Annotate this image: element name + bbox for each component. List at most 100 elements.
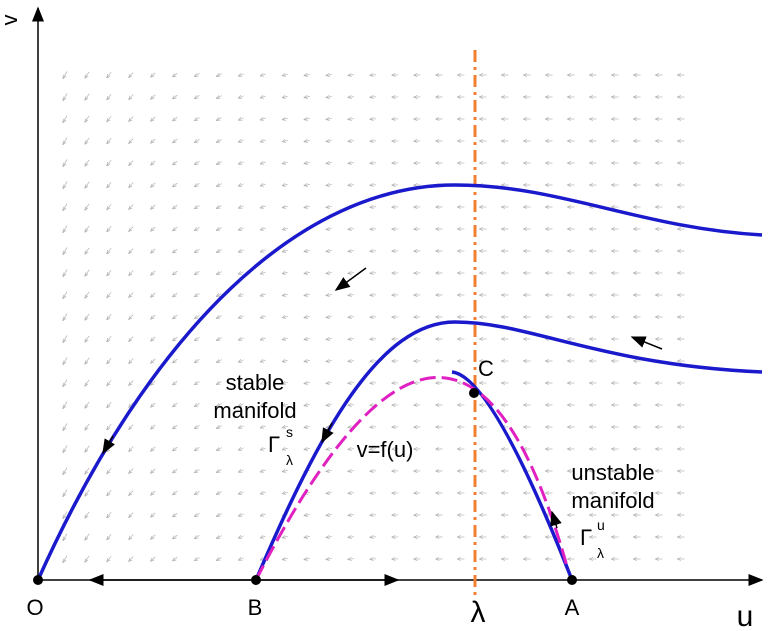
field-arrow	[216, 316, 222, 319]
field-arrow	[238, 404, 244, 406]
flow-arrow	[321, 422, 334, 444]
field-arrow	[107, 401, 112, 408]
field-arrow	[282, 558, 288, 560]
field-arrow	[216, 338, 222, 341]
field-arrow	[173, 534, 178, 539]
field-arrow	[282, 250, 288, 252]
field-arrow	[238, 558, 244, 560]
field-arrow	[216, 382, 222, 385]
field-arrow	[129, 204, 134, 210]
field-arrow	[216, 470, 222, 473]
field-arrow	[129, 94, 134, 100]
field-arrow	[129, 424, 134, 430]
field-arrow	[348, 97, 355, 98]
field-arrow	[151, 160, 156, 165]
field-arrow	[173, 138, 178, 143]
field-arrow	[195, 271, 200, 274]
field-arrow	[85, 137, 90, 144]
field-arrow	[107, 247, 112, 254]
field-arrow	[107, 115, 112, 122]
field-arrow	[85, 93, 90, 100]
field-arrow	[238, 118, 244, 120]
field-arrow	[348, 383, 355, 384]
field-arrow	[107, 291, 112, 298]
field-arrow	[238, 74, 244, 76]
field-arrow	[216, 74, 222, 77]
field-arrow	[348, 493, 355, 494]
field-arrow	[107, 181, 112, 188]
field-arrow	[238, 448, 244, 450]
field-arrow	[304, 316, 310, 317]
field-arrow	[129, 402, 134, 408]
field-arrow	[216, 448, 222, 451]
field-arrow	[107, 467, 112, 474]
field-arrow	[216, 360, 222, 363]
point-c	[469, 388, 479, 398]
field-arrow	[85, 357, 90, 364]
field-arrow	[348, 471, 355, 472]
field-arrow	[238, 338, 244, 340]
field-arrow	[326, 141, 333, 142]
field-arrow	[348, 185, 355, 186]
field-arrow	[173, 424, 178, 429]
field-arrow	[326, 251, 333, 252]
field-arrow	[63, 423, 68, 431]
unstable-manifold	[451, 370, 574, 581]
gamma-s-sup: s	[286, 424, 293, 440]
field-arrow	[129, 292, 134, 298]
field-arrow	[282, 470, 288, 472]
field-arrow	[107, 511, 112, 518]
nullcline-label: v=f(u)	[357, 437, 414, 462]
field-arrow	[63, 401, 68, 409]
field-arrow	[107, 159, 112, 166]
field-arrow	[304, 272, 310, 273]
field-arrow	[304, 448, 310, 449]
field-arrow	[63, 357, 68, 365]
field-arrow	[151, 248, 156, 253]
field-arrow	[326, 163, 333, 164]
field-arrow	[195, 535, 200, 538]
field-arrow	[129, 380, 134, 386]
stable-manifold	[254, 320, 763, 581]
field-arrow	[282, 74, 288, 76]
field-arrow	[348, 361, 355, 362]
field-arrow	[129, 556, 134, 562]
field-arrow	[326, 559, 333, 560]
field-arrow	[173, 468, 178, 473]
point-b	[251, 575, 261, 585]
field-arrow	[107, 71, 112, 78]
field-arrow	[304, 206, 310, 207]
field-arrow	[107, 533, 112, 540]
field-arrow	[238, 360, 244, 362]
field-arrow	[348, 537, 355, 538]
field-arrow	[216, 184, 222, 187]
field-arrow	[129, 336, 134, 342]
field-arrow	[260, 118, 266, 120]
field-arrow	[195, 513, 200, 516]
field-arrow	[85, 445, 90, 452]
field-arrow	[304, 184, 310, 185]
field-arrow	[173, 160, 178, 165]
field-arrow	[260, 250, 266, 252]
field-arrow	[85, 335, 90, 342]
field-arrow	[304, 514, 310, 515]
field-arrow	[129, 72, 134, 78]
field-arrow	[348, 449, 355, 450]
field-arrow	[282, 184, 288, 186]
field-arrow	[304, 162, 310, 163]
field-arrow	[260, 316, 266, 318]
field-arrow	[173, 402, 178, 407]
field-arrow	[151, 182, 156, 187]
field-arrow	[216, 118, 222, 121]
field-arrow	[348, 295, 355, 296]
field-arrow	[260, 338, 266, 340]
field-arrow	[85, 467, 90, 474]
point-o	[33, 575, 43, 585]
field-arrow	[107, 489, 112, 496]
field-arrow	[216, 294, 222, 297]
field-arrow	[85, 291, 90, 298]
field-arrow	[129, 534, 134, 540]
field-arrow	[63, 489, 68, 497]
field-arrow	[238, 382, 244, 384]
